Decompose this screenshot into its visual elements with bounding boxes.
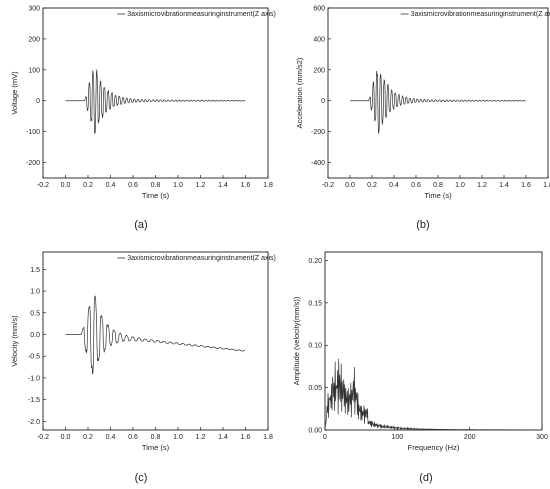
chart-c: -0.2 0.0 0.2 0.4 0.6 0.8 1.0 1.2 1.4 1.6 1.8 -2.0 -1… xyxy=(10,251,276,452)
x-tick-label: 1.2 xyxy=(196,434,206,441)
chart-d: 0 100 200 300 0.00 0.05 0.10 0.15 0.20 Frequency … xyxy=(292,251,548,452)
x-tick-label: -0.2 xyxy=(37,434,49,441)
y-tick-label: 0.00 xyxy=(308,428,322,435)
y-axis-label: Acceleration (mm/s2) xyxy=(295,57,304,128)
y-tick-label: -400 xyxy=(311,160,325,167)
y-tick-label: 100 xyxy=(28,67,40,74)
x-axis-label: Time (s) xyxy=(142,191,170,200)
y-tick-label: -0.5 xyxy=(28,354,40,361)
x-tick-label: 0.8 xyxy=(151,434,161,441)
x-tick-label: 1.6 xyxy=(241,434,251,441)
x-tick-label: 1.8 xyxy=(263,182,273,189)
x-tick-label: 0.4 xyxy=(106,434,116,441)
series-line xyxy=(324,358,542,431)
plot-frame xyxy=(324,251,543,431)
x-tick-label: 300 xyxy=(536,434,548,441)
x-tick-label: 1.0 xyxy=(455,182,465,189)
series-line xyxy=(350,71,526,135)
y-tick-label: -200 xyxy=(311,129,325,136)
plot-frame xyxy=(42,251,269,431)
y-tick-label: -200 xyxy=(26,160,40,167)
x-axis-label: Frequency (Hz) xyxy=(408,443,460,452)
x-tick-label: 0.6 xyxy=(128,434,138,441)
x-tick-label: 1.6 xyxy=(241,182,251,189)
x-tick-label: 200 xyxy=(464,434,476,441)
x-tick-label: 1.6 xyxy=(521,182,531,189)
x-tick-label: 0.4 xyxy=(389,182,399,189)
plot-frame xyxy=(42,7,269,179)
y-axis-label: Voltage (mV) xyxy=(10,71,19,115)
y-tick-label: 0.20 xyxy=(308,258,322,265)
x-tick-label: 0.2 xyxy=(367,182,377,189)
chart-a: -0.2 0.0 0.2 0.4 0.6 0.8 1.0 1.2 1.4 1.6 1.8 -200 -1… xyxy=(10,6,276,201)
y-tick-label: 400 xyxy=(313,36,325,43)
y-tick-label: 0 xyxy=(36,98,40,105)
x-tick-label: 0.8 xyxy=(151,182,161,189)
x-tick-label: 1.4 xyxy=(499,182,509,189)
plot-frame xyxy=(327,7,549,179)
y-tick-label: 200 xyxy=(28,36,40,43)
y-tick-label: 1.0 xyxy=(30,289,40,296)
x-tick-label: 0.4 xyxy=(106,182,116,189)
x-tick-label: 1.8 xyxy=(263,434,273,441)
x-axis-label: Time (s) xyxy=(142,443,170,452)
y-tick-label: -2.0 xyxy=(28,419,40,426)
legend-label: 3axismicrovibrationmeasuringinstrument(Z… xyxy=(127,11,276,18)
x-tick-label: 100 xyxy=(391,434,403,441)
y-tick-label: 0 xyxy=(321,98,325,105)
y-tick-label: -1.0 xyxy=(28,375,40,382)
x-tick-label: 1.2 xyxy=(196,182,206,189)
y-tick-label: 0.15 xyxy=(308,300,322,307)
x-tick-label: 0.2 xyxy=(83,182,93,189)
x-tick-label: -0.2 xyxy=(322,182,334,189)
y-tick-label: 200 xyxy=(313,67,325,74)
y-tick-label: 300 xyxy=(28,6,40,13)
caption-d: (d) xyxy=(419,472,432,484)
legend-label: 3axismicrovibrationmeasuringinstrument(Z… xyxy=(411,11,550,18)
y-tick-label: -1.5 xyxy=(28,397,40,404)
y-tick-label: 0.5 xyxy=(30,310,40,317)
series-line xyxy=(65,69,246,135)
caption-c: (c) xyxy=(135,472,148,484)
y-tick-label: 0.05 xyxy=(308,385,322,392)
chart-b: -0.2 0.0 0.2 0.4 0.6 0.8 1.0 1.2 1.4 1.6 1.8 -400 -2… xyxy=(295,6,550,201)
x-tick-label: 0.0 xyxy=(61,434,71,441)
x-tick-label: 0.6 xyxy=(411,182,421,189)
x-tick-label: 1.0 xyxy=(173,182,183,189)
x-tick-label: 1.0 xyxy=(173,434,183,441)
y-tick-label: 1.5 xyxy=(30,267,40,274)
caption-b: (b) xyxy=(416,219,429,231)
y-axis-label: Amplitude (velocity(mm/s)) xyxy=(292,296,301,385)
legend-label: 3axismicrovibrationmeasuringinstrument(Z… xyxy=(127,255,276,262)
caption-a: (a) xyxy=(134,219,147,231)
x-tick-label: 0.6 xyxy=(128,182,138,189)
x-tick-label: 0.2 xyxy=(83,434,93,441)
x-tick-label: 0 xyxy=(323,434,327,441)
x-tick-label: 0.0 xyxy=(61,182,71,189)
y-tick-label: 0.0 xyxy=(30,332,40,339)
x-tick-label: 1.4 xyxy=(218,434,228,441)
x-tick-label: 1.2 xyxy=(477,182,487,189)
y-tick-label: -100 xyxy=(26,129,40,136)
x-tick-label: 0.0 xyxy=(345,182,355,189)
y-axis-label: Velocity (mm/s) xyxy=(10,315,19,367)
x-tick-label: 1.4 xyxy=(218,182,228,189)
y-tick-label: 600 xyxy=(313,6,325,13)
x-tick-label: 0.8 xyxy=(433,182,443,189)
x-tick-label: -0.2 xyxy=(37,182,49,189)
x-axis-label: Time (s) xyxy=(424,191,452,200)
series-line xyxy=(65,295,246,376)
x-tick-label: 1.8 xyxy=(543,182,550,189)
y-tick-label: 0.10 xyxy=(308,343,322,350)
